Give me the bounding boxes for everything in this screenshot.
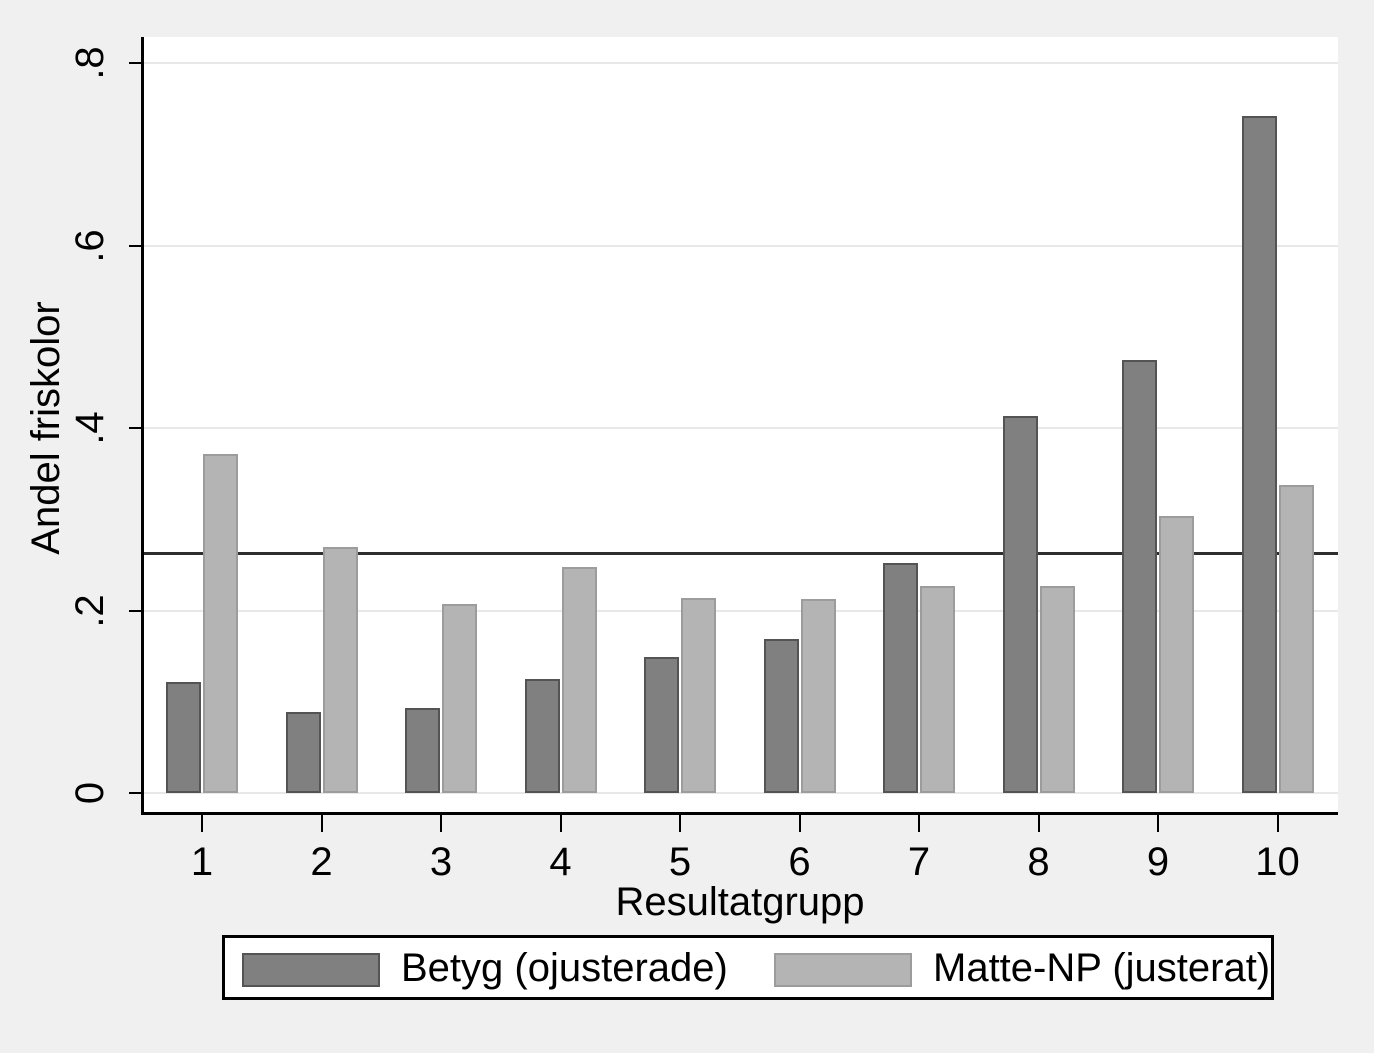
gridline-y-.4	[143, 427, 1338, 429]
bar-betyg-7	[883, 563, 918, 793]
y-axis-title: Andel friskolor	[24, 301, 68, 555]
x-tick-label-6: 6	[788, 840, 811, 884]
x-tick-label-7: 7	[907, 840, 931, 884]
reference-line	[143, 551, 1338, 555]
bar-matte-np-8	[1039, 585, 1075, 793]
gridline-y-.2	[143, 609, 1338, 612]
bar-matte-np-6	[800, 598, 836, 793]
bar-matte-np-9	[1159, 515, 1194, 793]
x-tick-label-10: 10	[1255, 840, 1300, 884]
x-tick-label-3: 3	[429, 840, 453, 884]
y-tick-label-.8: .8	[68, 46, 112, 80]
bar-betyg-9	[1122, 360, 1157, 793]
bar-betyg-2	[285, 711, 321, 793]
x-tick-label-1: 1	[190, 840, 214, 884]
bar-matte-np-10	[1278, 484, 1314, 793]
bar-matte-np-5	[681, 597, 716, 793]
gridline-y-.6	[143, 244, 1338, 247]
bar-matte-np-2	[322, 546, 358, 793]
bar-betyg-5	[644, 657, 679, 793]
legend-swatch-matte-np	[774, 953, 912, 987]
x-tick-8	[1037, 815, 1040, 832]
bar-matte-np-1	[203, 453, 238, 793]
x-tick-10	[1276, 815, 1279, 832]
x-tick-1	[201, 815, 203, 832]
bar-betyg-1	[166, 681, 201, 793]
y-tick-label-.4: .4	[68, 411, 112, 445]
y-tick-.2	[129, 609, 143, 612]
x-tick-5	[679, 815, 681, 832]
x-axis-line	[141, 812, 1338, 815]
x-tick-6	[798, 815, 801, 832]
bar-betyg-10	[1241, 115, 1277, 793]
bar-matte-np-3	[442, 604, 477, 793]
bar-betyg-6	[763, 638, 799, 793]
x-tick-label-2: 2	[310, 840, 333, 884]
y-axis-line	[141, 37, 144, 815]
x-tick-label-8: 8	[1027, 840, 1050, 884]
x-tick-4	[559, 815, 562, 832]
y-tick-label-.6: .6	[68, 228, 112, 263]
gridline-y-0	[143, 792, 1338, 794]
x-tick-label-9: 9	[1146, 840, 1170, 884]
x-tick-3	[440, 815, 442, 832]
y-tick-.6	[129, 244, 143, 247]
y-tick-0	[129, 792, 143, 794]
plot-area	[143, 37, 1338, 814]
legend: Betyg (ojusterade) Matte-NP (justerat)	[222, 935, 1274, 1000]
x-tick-label-5: 5	[668, 840, 692, 884]
legend-label-matte-np: Matte-NP (justerat)	[933, 945, 1271, 990]
bar-matte-np-4	[561, 566, 597, 793]
y-tick-.8	[129, 62, 143, 64]
y-tick-label-0: 0	[68, 781, 112, 805]
legend-swatch-betyg	[242, 953, 380, 987]
x-axis-title: Resultatgrupp	[615, 880, 865, 924]
legend-label-betyg: Betyg (ojusterade)	[401, 945, 728, 990]
bar-betyg-8	[1002, 416, 1038, 793]
bar-betyg-3	[405, 708, 440, 793]
x-tick-label-4: 4	[549, 840, 572, 884]
bar-betyg-4	[524, 678, 560, 793]
x-tick-7	[918, 815, 920, 832]
y-tick-label-.2: .2	[68, 593, 112, 628]
x-tick-2	[320, 815, 323, 832]
gridline-y-.8	[143, 62, 1338, 64]
y-tick-.4	[129, 427, 143, 429]
bar-matte-np-7	[920, 585, 955, 793]
x-tick-9	[1157, 815, 1159, 832]
